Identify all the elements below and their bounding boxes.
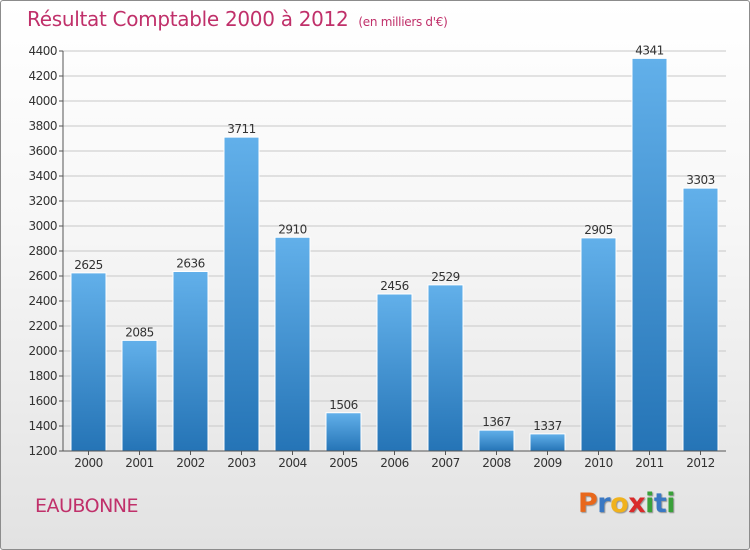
x-tick-label: 2010 [584, 456, 613, 470]
bar-2000 [70, 272, 107, 452]
bar-2003 [223, 136, 260, 452]
logo-letter: r [597, 488, 611, 519]
value-label: 2456 [380, 279, 409, 293]
value-label: 1337 [533, 419, 562, 433]
y-tick-label: 2800 [28, 244, 57, 258]
value-label: 2085 [125, 325, 154, 339]
bar-2007 [427, 284, 464, 452]
bar-2005 [325, 412, 362, 452]
x-tick-label: 2003 [227, 456, 256, 470]
value-label: 2636 [176, 257, 205, 271]
y-tick-label: 3600 [28, 144, 57, 158]
chart-title-main: Résultat Comptable 2000 à 2012 [27, 7, 349, 31]
y-tick-label: 4000 [28, 94, 57, 108]
bar-2004 [274, 236, 311, 452]
bar-2001 [121, 339, 158, 452]
y-tick-label: 3200 [28, 194, 57, 208]
x-tick-label: 2011 [635, 456, 664, 470]
value-label: 1506 [329, 398, 358, 412]
y-tick-label: 3000 [28, 219, 57, 233]
town-name: EAUBONNE [35, 495, 139, 517]
x-tick-label: 2006 [380, 456, 409, 470]
x-tick-label: 2005 [329, 456, 358, 470]
logo-letter: o [610, 488, 629, 519]
bars [70, 57, 719, 452]
y-tick-label: 3800 [28, 119, 57, 133]
bar-chart: 1200 1400 1600 1800 2000 2200 2400 2600 2800 3000… [28, 43, 726, 470]
value-labels: 2625 2085 2636 3711 2910 1506 2456 2529 1367 1337… [74, 43, 715, 433]
x-tick-label: 2001 [125, 456, 154, 470]
value-label: 2529 [431, 270, 460, 284]
y-tick-label: 2000 [28, 344, 57, 358]
x-tick-label: 2002 [176, 456, 205, 470]
x-tick-label: 2004 [278, 456, 307, 470]
value-label: 2905 [584, 223, 613, 237]
x-tick-label: 2012 [686, 456, 715, 470]
y-tick-label: 3400 [28, 169, 57, 183]
value-label: 2910 [278, 222, 307, 236]
y-tick-label: 2200 [28, 319, 57, 333]
bar-2012 [682, 187, 719, 452]
logo-letter: i [666, 488, 676, 519]
y-tick-label: 4400 [28, 44, 57, 58]
y-tick-label: 4200 [28, 69, 57, 83]
bar-2010 [580, 237, 617, 452]
chart-title: Résultat Comptable 2000 à 2012 (en millie… [27, 7, 448, 31]
logo-letter: P [578, 488, 598, 519]
y-tick-label: 2600 [28, 269, 57, 283]
value-label: 3303 [686, 173, 715, 187]
x-tick-label: 2008 [482, 456, 511, 470]
logo-letter: x [628, 488, 646, 519]
bar-2009 [529, 433, 566, 452]
y-tick-label: 1800 [28, 369, 57, 383]
value-label: 2625 [74, 258, 103, 272]
logo-letter: i [645, 488, 654, 519]
x-tick-label: 2007 [431, 456, 460, 470]
bar-2002 [172, 271, 209, 452]
value-label: 1367 [482, 415, 511, 429]
x-tick-label: 2009 [533, 456, 562, 470]
x-tick-label: 2000 [74, 456, 103, 470]
axes: 1200 1400 1600 1800 2000 2200 2400 2600 2800 3000… [28, 44, 726, 470]
value-label: 3711 [227, 122, 256, 136]
y-tick-label: 2400 [28, 294, 57, 308]
logo-letter: t [653, 488, 667, 519]
chart-title-unit: (en milliers d'€) [358, 15, 448, 29]
value-label: 4341 [635, 43, 664, 57]
bar-2011 [631, 57, 668, 452]
y-tick-label: 1600 [28, 394, 57, 408]
proxiti-logo: Proxiti [578, 488, 676, 519]
bar-2008 [478, 429, 515, 452]
y-tick-label: 1400 [28, 419, 57, 433]
bar-2006 [376, 293, 413, 452]
y-tick-label: 1200 [28, 444, 57, 458]
